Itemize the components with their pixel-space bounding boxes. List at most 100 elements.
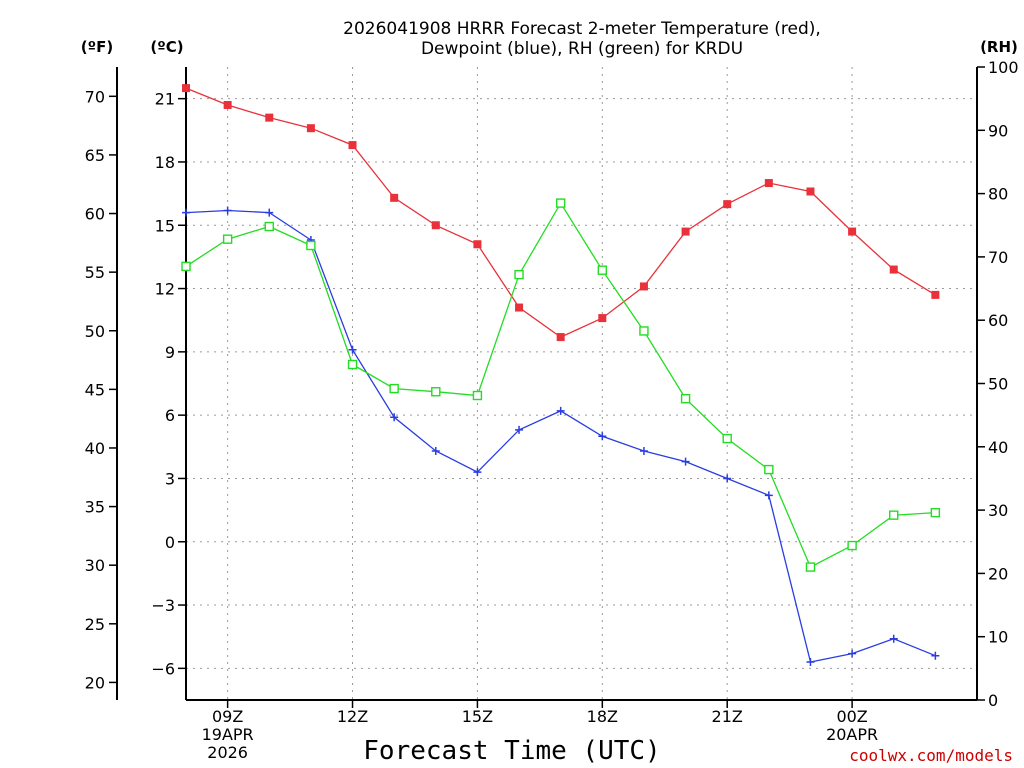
rh-tick-label: 40 (988, 438, 1008, 457)
dewpoint-point (723, 474, 732, 483)
fahrenheit-tick-label: 70 (85, 87, 105, 106)
x-tick-label: 12Z (337, 707, 368, 726)
rh-tick-label: 30 (988, 501, 1008, 520)
grid-lines (186, 67, 977, 700)
x-tick-label: 2026 (207, 743, 248, 762)
x-tick-label: 15Z (462, 707, 493, 726)
fahrenheit-tick-label: 55 (85, 263, 105, 282)
x-tick-label: 18Z (587, 707, 618, 726)
fahrenheit-tick-label: 40 (85, 439, 105, 458)
x-tick-label: 00Z (836, 707, 867, 726)
rh-point (930, 507, 941, 518)
chart-title-line2: Dewpoint (blue), RH (green) for KRDU (421, 39, 743, 59)
temperature-point (265, 113, 274, 122)
temperature-point (848, 227, 857, 236)
temperature-point (931, 290, 940, 299)
dewpoint-point (764, 491, 773, 500)
temperature-point (182, 84, 190, 93)
dewpoint-point (556, 406, 565, 415)
x-tick-label: 20APR (826, 725, 878, 744)
rh-tick-label: 70 (988, 248, 1008, 267)
temperature-point (223, 100, 232, 109)
dewpoint-point (265, 208, 274, 217)
rh-point (555, 198, 566, 208)
fahrenheit-tick-label: 65 (85, 146, 105, 165)
rh-point (264, 221, 274, 232)
rh-point (722, 433, 732, 444)
rh-line (185, 201, 936, 568)
fahrenheit-tick-label: 35 (85, 498, 105, 517)
dewpoint-point (639, 447, 648, 456)
temperature-point (598, 314, 607, 323)
celsius-tick-label: 18 (155, 153, 175, 172)
temperature-point (348, 141, 357, 150)
temperature-point (639, 282, 648, 291)
x-axis-label: Forecast Time (UTC) (363, 736, 660, 766)
dewpoint-point (348, 345, 357, 354)
temperature-point (431, 221, 440, 230)
series-temperature (182, 84, 940, 342)
rh-tick-label: 0 (988, 691, 998, 710)
rh-tick-label: 60 (988, 311, 1008, 330)
axes: 20 25 30 35 40 45 50 55 60 65 70 −6 −3 0 3 6 9 12 15 18 21 0 1… (85, 58, 1019, 710)
temperature-line (185, 87, 936, 338)
temperature-point (764, 179, 773, 188)
fahrenheit-tick-label: 30 (85, 556, 105, 575)
rh-unit-label: (RH) (980, 38, 1018, 56)
temperature-point (306, 124, 315, 133)
rh-point (472, 390, 483, 401)
fahrenheit-tick-label: 50 (85, 322, 105, 341)
rh-tick-label: 80 (988, 185, 1008, 204)
celsius-tick-label: 15 (155, 216, 175, 235)
dewpoint-point (889, 634, 898, 643)
celsius-tick-label: 12 (155, 280, 175, 299)
celsius-unit-label: (ºC) (150, 38, 183, 56)
rh-tick-label: 10 (988, 628, 1008, 647)
series-rh (181, 198, 941, 572)
rh-point (680, 393, 691, 404)
rh-point (222, 234, 233, 244)
rh-point (847, 540, 857, 551)
celsius-tick-label: 0 (165, 533, 175, 552)
dewpoint-point (390, 413, 399, 422)
dewpoint-point (598, 432, 607, 441)
rh-point (181, 261, 191, 272)
rh-point (889, 510, 899, 520)
rh-point (597, 265, 608, 275)
dewpoint-point (806, 658, 815, 667)
fahrenheit-tick-label: 45 (85, 380, 105, 399)
rh-point (431, 387, 441, 397)
dewpoint-point (431, 447, 440, 456)
temperature-point (473, 240, 482, 249)
series-dewpoint (182, 206, 940, 667)
dewpoint-point (931, 651, 940, 660)
celsius-tick-label: 21 (155, 90, 175, 109)
x-tick-label: 19APR (202, 725, 254, 744)
temperature-point (390, 193, 399, 202)
temperature-point (515, 303, 524, 312)
temperature-point (889, 265, 898, 274)
rh-point (306, 240, 316, 251)
rh-point (347, 359, 358, 370)
celsius-tick-label: −6 (151, 659, 175, 678)
fahrenheit-unit-label: (ºF) (81, 38, 113, 56)
fahrenheit-tick-label: 25 (85, 615, 105, 634)
rh-tick-label: 20 (988, 564, 1008, 583)
celsius-tick-label: 9 (165, 343, 175, 362)
dewpoint-point (182, 208, 190, 217)
celsius-tick-label: 6 (165, 406, 175, 425)
dewpoint-point (223, 206, 232, 215)
x-tick-label: 21Z (712, 707, 743, 726)
rh-point (389, 383, 399, 394)
temperature-point (556, 333, 565, 342)
dewpoint-point (515, 425, 524, 434)
temperature-point (681, 227, 690, 236)
chart-title-line1: 2026041908 HRRR Forecast 2-meter Tempera… (343, 19, 821, 39)
rh-point (805, 562, 816, 572)
rh-point (639, 326, 649, 336)
rh-tick-label: 100 (988, 58, 1019, 77)
dewpoint-line (185, 209, 936, 663)
rh-tick-label: 50 (988, 375, 1008, 394)
